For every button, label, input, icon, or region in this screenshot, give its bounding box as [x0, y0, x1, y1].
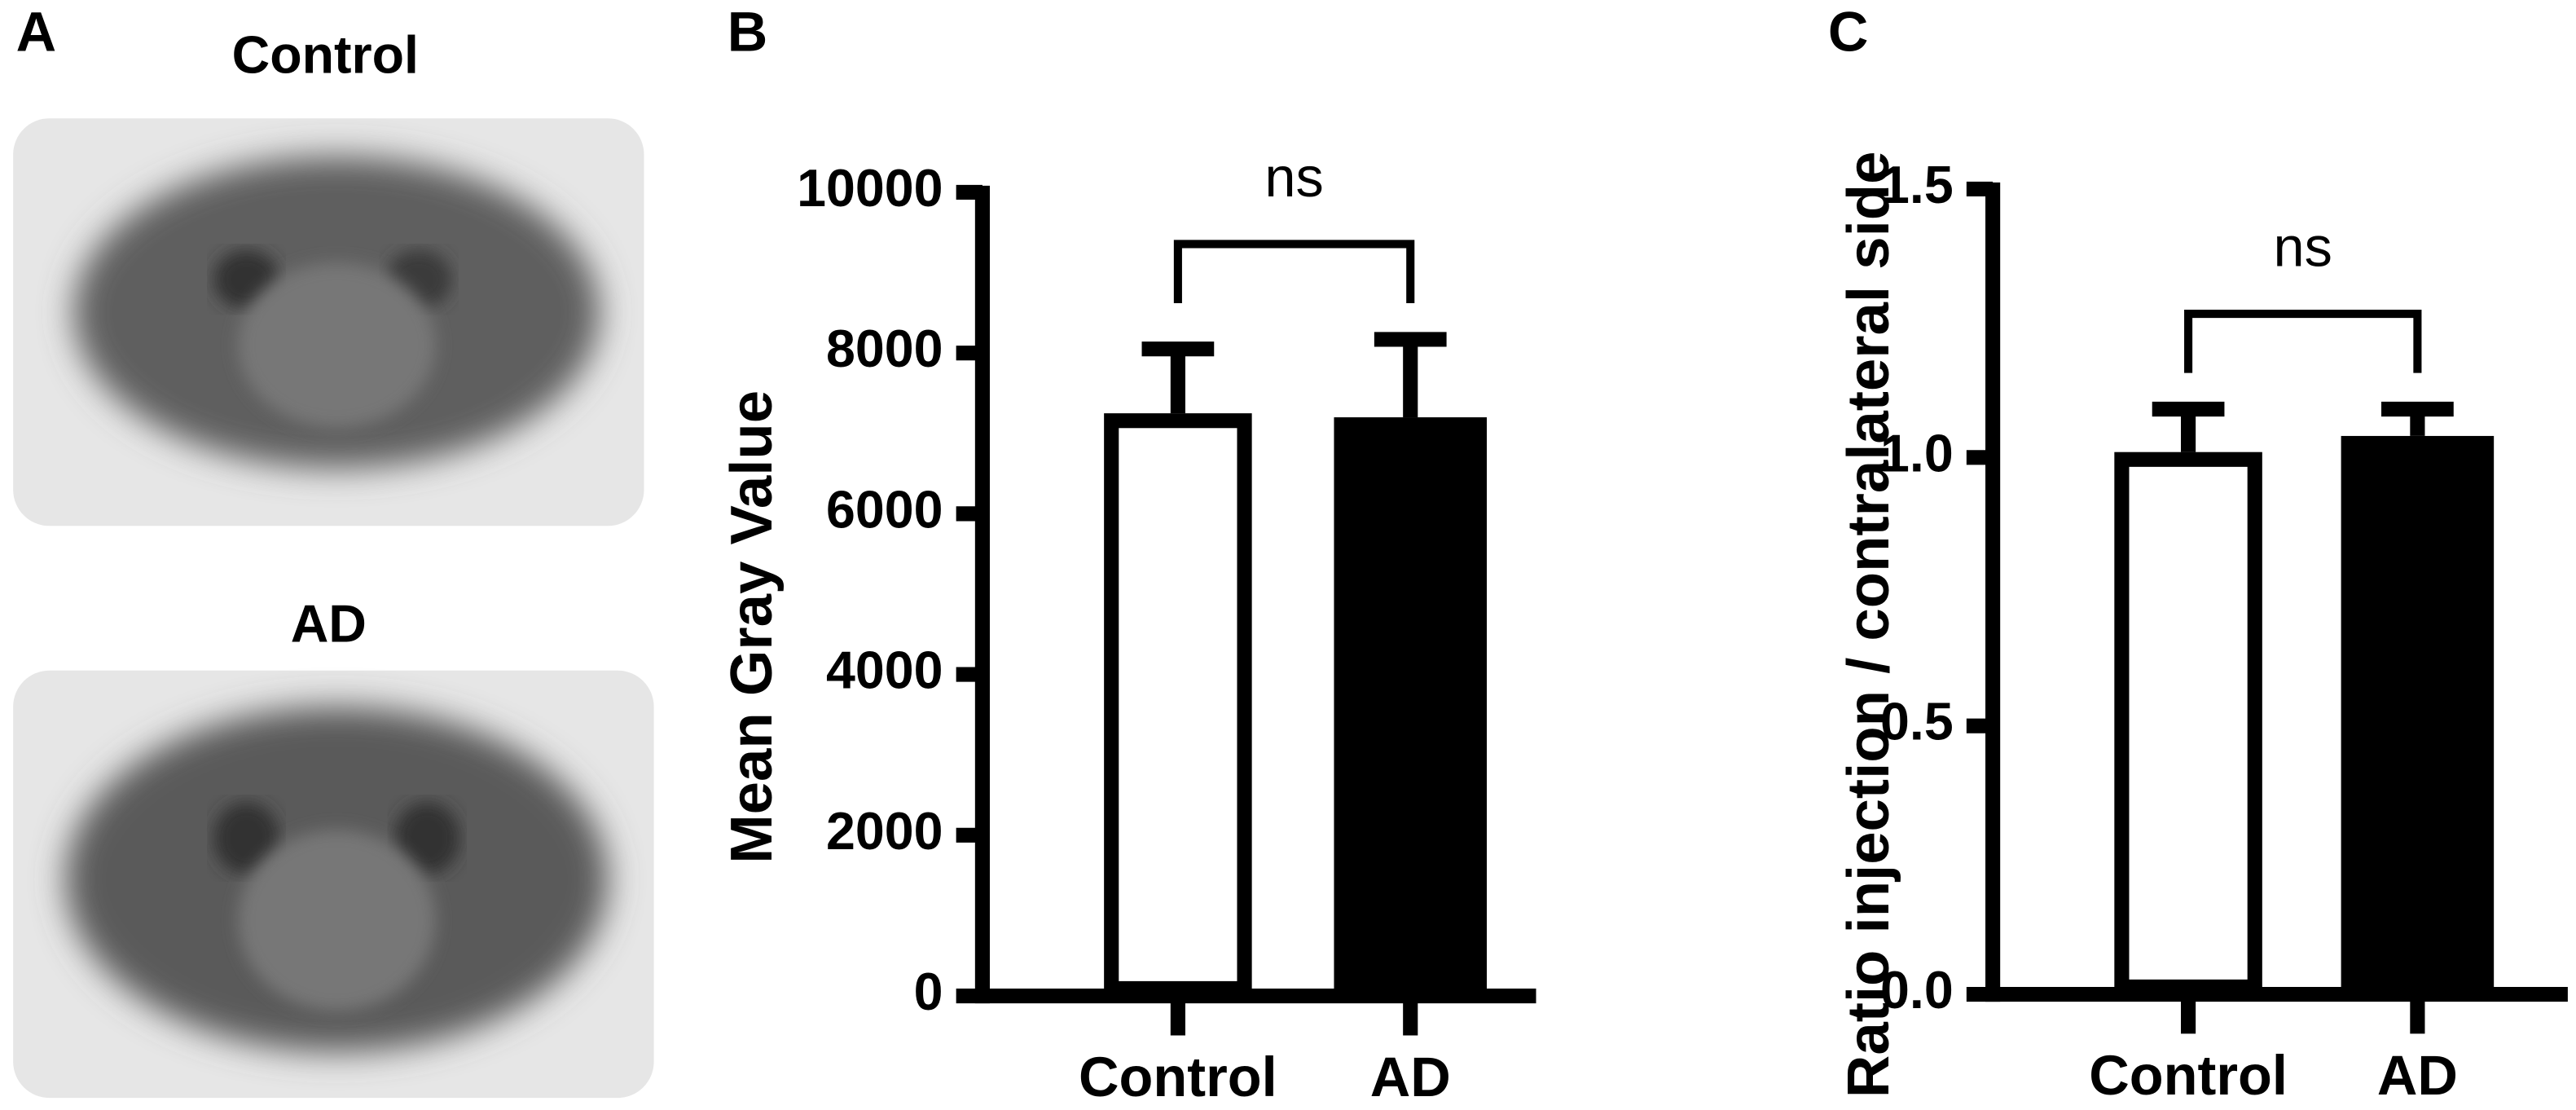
image-title: AD	[291, 594, 367, 653]
bar	[2114, 451, 2262, 995]
panel-label: B	[728, 0, 768, 63]
annotation: ns	[2274, 216, 2332, 279]
y-tick-label: 0	[914, 962, 943, 1021]
y-axis-label: Ratio injection / contralateral side	[1835, 152, 1901, 1099]
bar	[2341, 435, 2495, 995]
panel-label: A	[16, 0, 57, 63]
x-tick-label: AD	[2377, 1044, 2458, 1107]
significance-bracket	[1173, 240, 1415, 304]
panel-label: C	[1828, 0, 1869, 63]
x-tick-label: Control	[1079, 1046, 1277, 1108]
y-tick-label: 1.0	[1880, 424, 1954, 482]
bar	[1334, 417, 1488, 997]
y-tick-label: 4000	[826, 641, 943, 700]
bar	[1104, 413, 1252, 997]
panel-a: A Control AD	[13, 0, 654, 1099]
y-tick-label: 6000	[826, 480, 943, 539]
x-tick-label: Control	[2089, 1044, 2288, 1107]
annotation: ns	[1264, 146, 1323, 209]
y-tick-label: 2000	[826, 802, 943, 861]
y-axis-label: Mean Gray Value	[719, 390, 785, 864]
image-title: Control	[232, 26, 419, 85]
x-tick-label: AD	[1370, 1046, 1451, 1108]
brain-image	[13, 118, 644, 526]
y-tick-label: 10000	[797, 159, 943, 218]
brain-image	[13, 670, 654, 1099]
y-tick-label: 8000	[826, 319, 943, 378]
significance-bracket	[2184, 309, 2422, 373]
y-tick-label: 1.5	[1880, 156, 1954, 214]
y-tick-label: 0.0	[1880, 961, 1954, 1020]
y-tick-label: 0.5	[1880, 693, 1954, 751]
